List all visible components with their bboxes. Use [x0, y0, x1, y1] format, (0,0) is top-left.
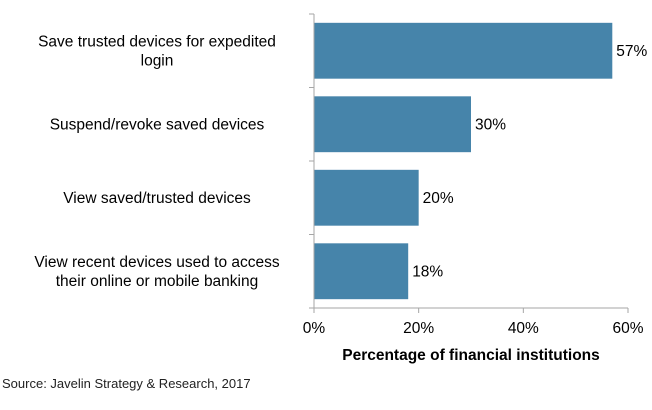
category-label: Suspend/revoke saved devices — [50, 116, 265, 133]
source-note: Source: Javelin Strategy & Research, 201… — [2, 376, 251, 391]
category-label: Save trusted devices for expedited login — [38, 33, 276, 69]
category-label: View saved/trusted devices — [63, 190, 251, 207]
bar — [314, 22, 613, 79]
bar — [314, 243, 409, 300]
bar — [314, 169, 419, 226]
data-label: 30% — [475, 116, 506, 133]
bar — [314, 96, 471, 153]
data-label: 18% — [412, 263, 443, 280]
x-tick-label: 60% — [612, 320, 643, 337]
x-tick-label: 20% — [403, 320, 434, 337]
x-tick-label: 0% — [303, 320, 326, 337]
category-label: View recent devices used to access their … — [34, 254, 280, 290]
x-axis-label: Percentage of financial institutions — [342, 347, 600, 364]
data-label: 57% — [616, 43, 647, 60]
data-label: 20% — [423, 190, 454, 207]
x-tick-label: 40% — [508, 320, 539, 337]
